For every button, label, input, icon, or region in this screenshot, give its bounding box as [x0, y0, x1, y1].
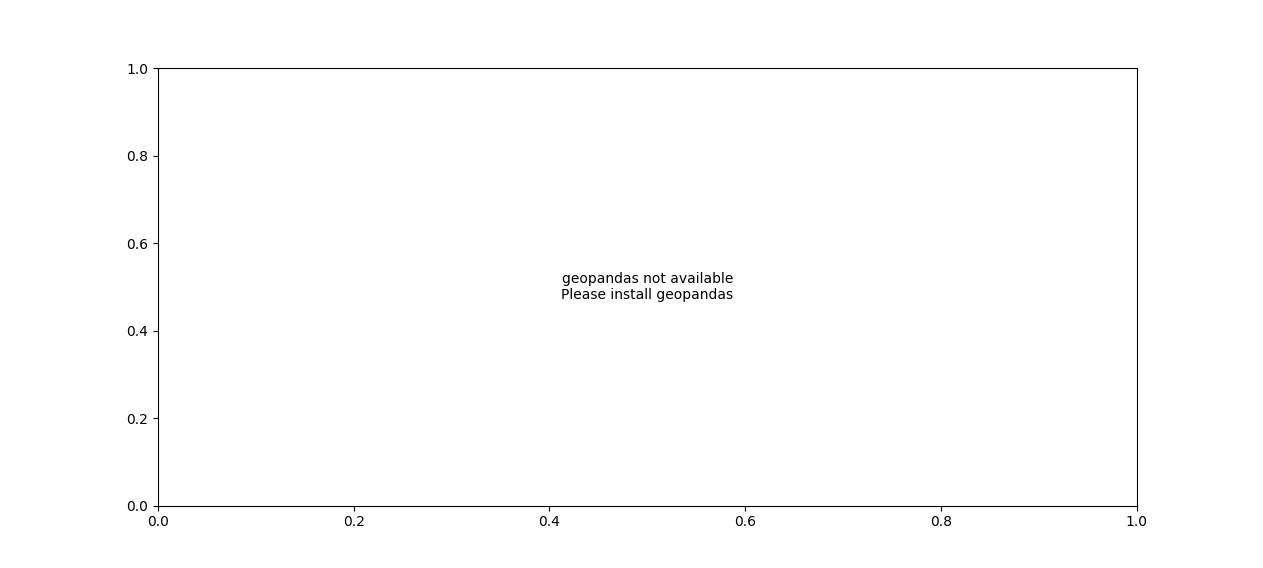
- Text: geopandas not available
Please install geopandas: geopandas not available Please install g…: [561, 272, 734, 302]
